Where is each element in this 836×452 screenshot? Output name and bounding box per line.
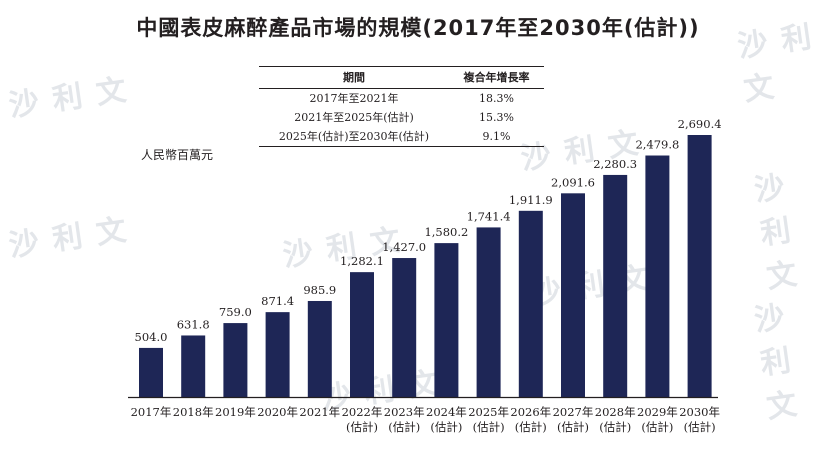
cagr-period: 2025年(估計)至2030年(估計): [259, 127, 449, 147]
bar-2017年: [139, 347, 163, 397]
data-label: 1,282.1: [340, 254, 384, 268]
data-label: 1,741.4: [467, 209, 511, 223]
x-tick-label: 2024年: [426, 405, 467, 419]
cagr-period: 2017年至2021年: [309, 92, 399, 105]
x-tick-label: 2023年: [384, 405, 425, 419]
x-tick-sublabel: (估計): [346, 420, 378, 434]
x-tick-label: 2025年: [468, 405, 509, 419]
cagr-table-row: 2025年(估計)至2030年(估計) 9.1%: [259, 127, 544, 147]
x-tick-label: 2021年: [299, 405, 340, 419]
x-tick-label: 2017年: [131, 405, 172, 419]
bar-2018年: [181, 335, 206, 397]
data-label: 504.0: [135, 330, 168, 344]
x-tick-sublabel: (估計): [599, 420, 631, 434]
bar-2026年: [518, 210, 543, 397]
bar-2029年: [645, 155, 670, 397]
data-label: 759.0: [219, 305, 252, 319]
data-label: 985.9: [303, 283, 336, 297]
data-label: 2,280.3: [593, 157, 637, 171]
x-tick-sublabel: (估計): [388, 420, 420, 434]
x-tick-label: 2029年: [637, 405, 678, 419]
x-tick-label: 2018年: [173, 405, 214, 419]
bar-2025年: [476, 227, 501, 397]
cagr-table-row: 2021年至2025年(估計) 15.3%: [259, 108, 544, 127]
bar-2019年: [223, 323, 248, 397]
y-axis-unit-label: 人民幣百萬元: [141, 148, 214, 162]
bar-2024年: [434, 243, 459, 397]
data-label: 1,911.9: [509, 193, 553, 207]
cagr-table-row: 2017年至2021年 18.3%: [259, 89, 544, 109]
cagr-table: 期間 複合年增長率 2017年至2021年 18.3% 2021年至2025年(…: [259, 66, 544, 147]
data-label: 631.8: [177, 317, 210, 331]
x-tick-sublabel: (估計): [430, 420, 462, 434]
x-tick-sublabel: (估計): [557, 420, 589, 434]
data-label: 1,580.2: [424, 225, 468, 239]
x-tick-sublabel: (估計): [641, 420, 673, 434]
data-label: 2,690.4: [678, 117, 722, 131]
cagr-header-rate: 複合年增長率: [449, 66, 544, 89]
cagr-table-header: 期間 複合年增長率: [259, 66, 544, 89]
bar-2023年: [392, 258, 417, 397]
x-tick-sublabel: (估計): [684, 420, 716, 434]
x-tick-label: 2027年: [553, 405, 594, 419]
x-tick-label: 2030年: [679, 405, 720, 419]
bar-2021年: [307, 300, 332, 397]
data-label: 1,427.0: [382, 240, 426, 254]
bar-2030年: [687, 135, 712, 397]
bar-2028年: [603, 174, 628, 397]
data-label: 2,479.8: [635, 138, 679, 152]
x-tick-label: 2028年: [595, 405, 636, 419]
bar-2027年: [561, 193, 585, 397]
x-tick-label: 2020年: [257, 405, 298, 419]
x-tick-sublabel: (估計): [473, 420, 505, 434]
cagr-period: 2021年至2025年(估計): [294, 111, 414, 124]
cagr-rate: 15.3%: [479, 110, 514, 124]
data-label: 871.4: [261, 294, 294, 308]
x-tick-label: 2022年: [342, 405, 383, 419]
x-tick-label: 2026年: [510, 405, 551, 419]
cagr-header-period: 期間: [259, 66, 449, 89]
cagr-rate: 18.3%: [479, 91, 514, 105]
data-label: 2,091.6: [551, 175, 595, 189]
bar-2020年: [265, 312, 290, 397]
x-tick-sublabel: (估計): [515, 420, 547, 434]
chart-title: 中國表皮麻醉產品市場的規模(2017年至2030年(估計)): [136, 16, 700, 40]
bar-2022年: [350, 272, 374, 397]
x-tick-label: 2019年: [215, 405, 256, 419]
cagr-rate: 9.1%: [449, 127, 544, 147]
